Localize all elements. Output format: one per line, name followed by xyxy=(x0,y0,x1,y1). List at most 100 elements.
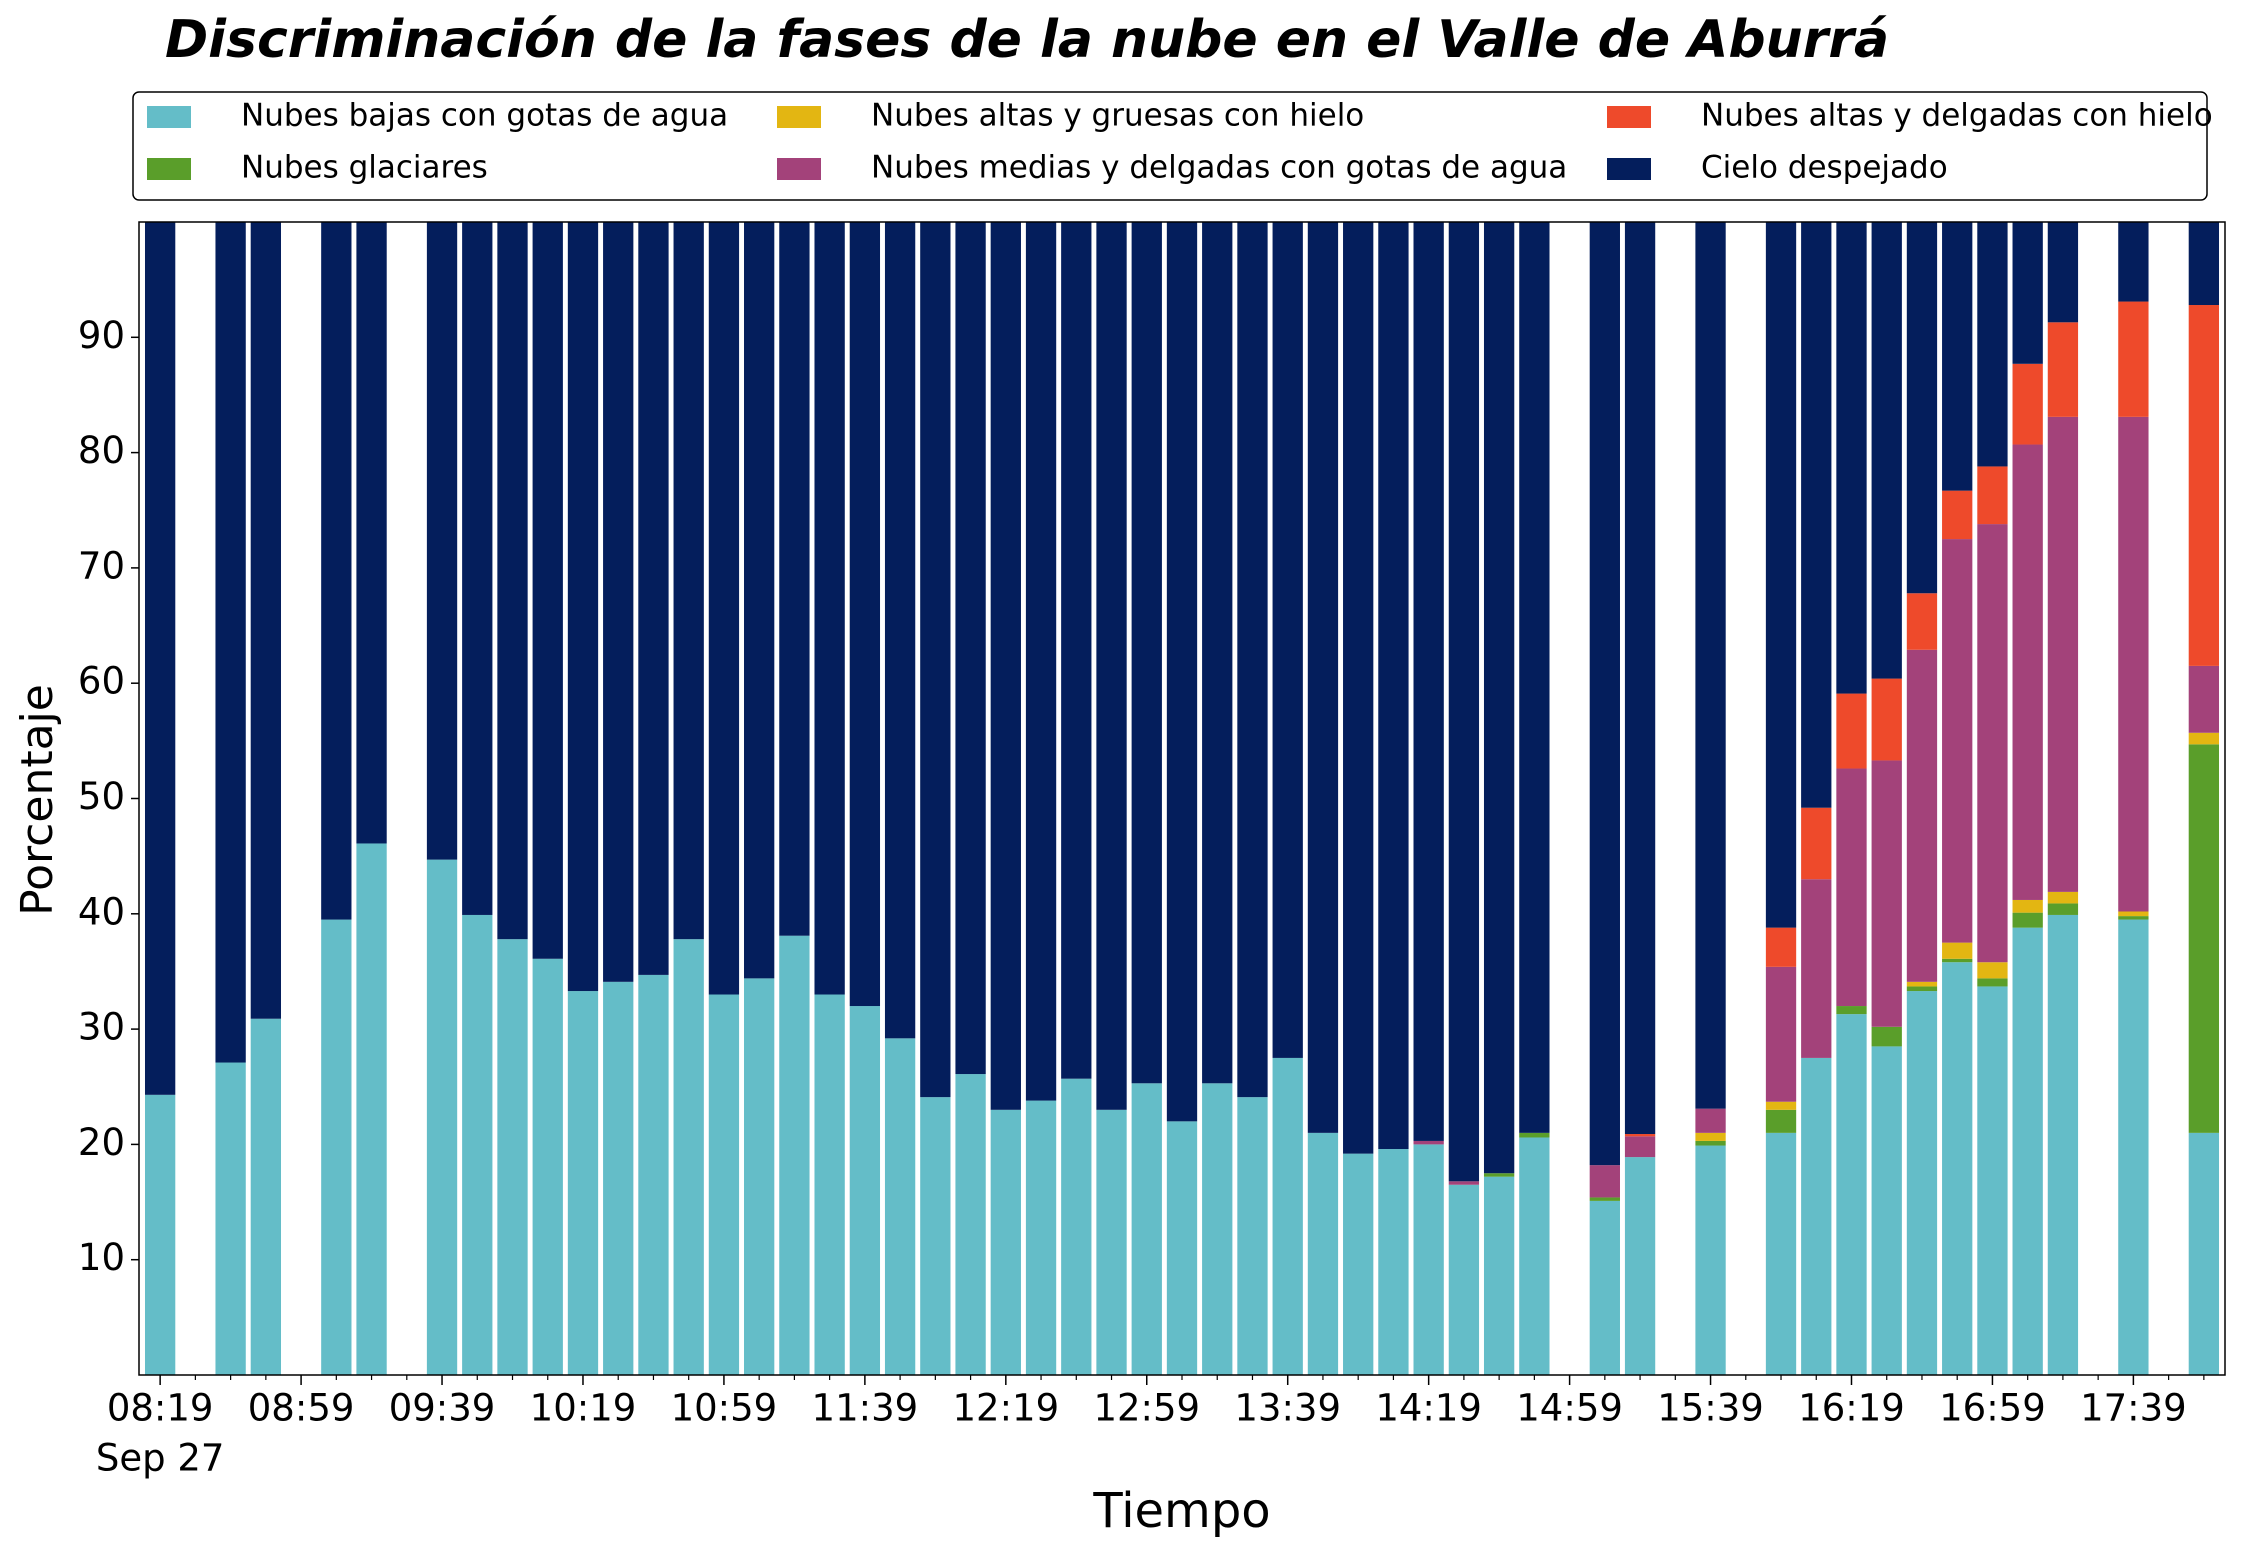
x-sublabel: Sep 27 xyxy=(96,1437,225,1480)
bar-segment xyxy=(1025,222,1057,1101)
legend-label: Cielo despejado xyxy=(1701,150,1948,186)
x-tick-label: 17:39 xyxy=(2080,1387,2187,1430)
y-tick-label: 80 xyxy=(78,429,125,472)
bar-segment xyxy=(2188,222,2220,306)
bar-segment xyxy=(1836,693,1867,769)
bar-segment xyxy=(1096,1109,1127,1375)
bar-segment xyxy=(462,914,493,1375)
legend-label: Nubes medias y delgadas con gotas de agu… xyxy=(871,150,1567,186)
bar-segment xyxy=(1448,222,1480,1182)
bar-segment xyxy=(814,994,845,1375)
bar-segment xyxy=(2188,665,2220,733)
bar-segment xyxy=(1413,222,1444,1141)
bar-segment xyxy=(2118,222,2149,302)
bar-segment xyxy=(1906,986,1938,992)
bar-segment xyxy=(1624,1136,1656,1158)
bar-segment xyxy=(920,1097,951,1375)
y-tick-label: 90 xyxy=(78,314,125,357)
bar-segment xyxy=(321,919,352,1375)
bar-segment xyxy=(1025,1100,1057,1375)
bar-segment xyxy=(1695,1145,1726,1375)
bar-segment xyxy=(1906,981,1938,987)
x-tick-label: 14:59 xyxy=(1516,1387,1623,1430)
bar-segment xyxy=(2047,903,2079,915)
bar-segment xyxy=(1765,1109,1797,1133)
bar-segment xyxy=(2047,322,2079,417)
bar-segment xyxy=(497,222,528,940)
bar-segment xyxy=(814,222,845,995)
bar-segment xyxy=(1061,222,1092,1079)
bar-segment xyxy=(1801,879,1832,1058)
bar-segment xyxy=(2047,416,2079,892)
bar-segment xyxy=(2047,222,2079,323)
bar-segment xyxy=(920,222,951,1098)
bar-segment xyxy=(1413,1144,1444,1375)
bar-segment xyxy=(1871,222,1902,679)
bar-segment xyxy=(2118,301,2149,417)
bar-segment xyxy=(1695,1108,1726,1133)
bar-segment xyxy=(250,222,282,1019)
bar-segment xyxy=(1483,1173,1515,1177)
bar-segment xyxy=(1836,1006,1867,1015)
bar-segment xyxy=(1519,1132,1550,1138)
bar-segment xyxy=(250,1018,282,1375)
bar-segment xyxy=(673,222,704,940)
bar-segment xyxy=(144,1094,176,1375)
bar-segment xyxy=(1942,539,1973,943)
bar-segment xyxy=(990,1109,1021,1375)
bar-segment xyxy=(1977,524,2008,963)
y-tick-label: 10 xyxy=(78,1236,125,1279)
bar-segment xyxy=(990,222,1021,1110)
bar-segment xyxy=(1977,466,2008,525)
bar-segment xyxy=(849,222,881,1007)
bar-segment xyxy=(1871,760,1902,1027)
bar-segment xyxy=(603,981,634,1375)
bar-segment xyxy=(426,859,458,1375)
bar-segment xyxy=(1166,222,1198,1122)
x-tick-label: 10:59 xyxy=(671,1387,778,1430)
y-tick-label: 20 xyxy=(78,1121,125,1164)
bar-segment xyxy=(2012,927,2043,1375)
legend-label: Nubes glaciares xyxy=(241,150,488,186)
bar-segment xyxy=(708,222,740,995)
bar-segment xyxy=(2012,912,2043,928)
bar-segment xyxy=(1413,1140,1444,1145)
bar-segment xyxy=(779,222,810,936)
bar-segment xyxy=(1942,222,1973,491)
bar-segment xyxy=(603,222,634,982)
bar-segment xyxy=(638,974,669,1375)
bar-segment xyxy=(356,843,387,1375)
bar-segment xyxy=(1624,222,1656,1135)
bar-segment xyxy=(1906,649,1938,982)
legend-box xyxy=(132,91,2208,201)
x-axis-label: Tiempo xyxy=(1092,1483,1270,1539)
x-tick-label: 16:19 xyxy=(1798,1387,1905,1430)
legend-swatch xyxy=(147,106,191,128)
bar-segment xyxy=(426,222,458,860)
bar-segment xyxy=(1871,678,1902,761)
bar-segment xyxy=(1906,222,1938,594)
bar-segment xyxy=(638,222,669,975)
legend-swatch xyxy=(777,106,821,128)
bar-segment xyxy=(1378,222,1409,1150)
y-tick-label: 30 xyxy=(78,1006,125,1049)
bar-segment xyxy=(1765,222,1797,928)
bar-segment xyxy=(1272,1057,1303,1375)
bar-segment xyxy=(884,222,916,1039)
x-tick-label: 10:19 xyxy=(530,1387,637,1430)
x-tick-label: 13:39 xyxy=(1234,1387,1341,1430)
x-tick-label: 15:39 xyxy=(1657,1387,1764,1430)
bar-segment xyxy=(1237,1097,1268,1375)
bar-segment xyxy=(144,222,176,1095)
bar-segment xyxy=(1343,222,1374,1154)
bar-segment xyxy=(2118,911,2149,917)
legend-label: Nubes altas y gruesas con hielo xyxy=(871,98,1364,134)
bar-segment xyxy=(1166,1121,1198,1375)
bar-segment xyxy=(1765,966,1797,1102)
bar-segment xyxy=(2188,744,2220,1133)
bar-segment xyxy=(744,978,775,1375)
bar-segment xyxy=(1871,1046,1902,1375)
y-tick-label: 50 xyxy=(78,775,125,818)
bar-segment xyxy=(1202,1083,1233,1375)
